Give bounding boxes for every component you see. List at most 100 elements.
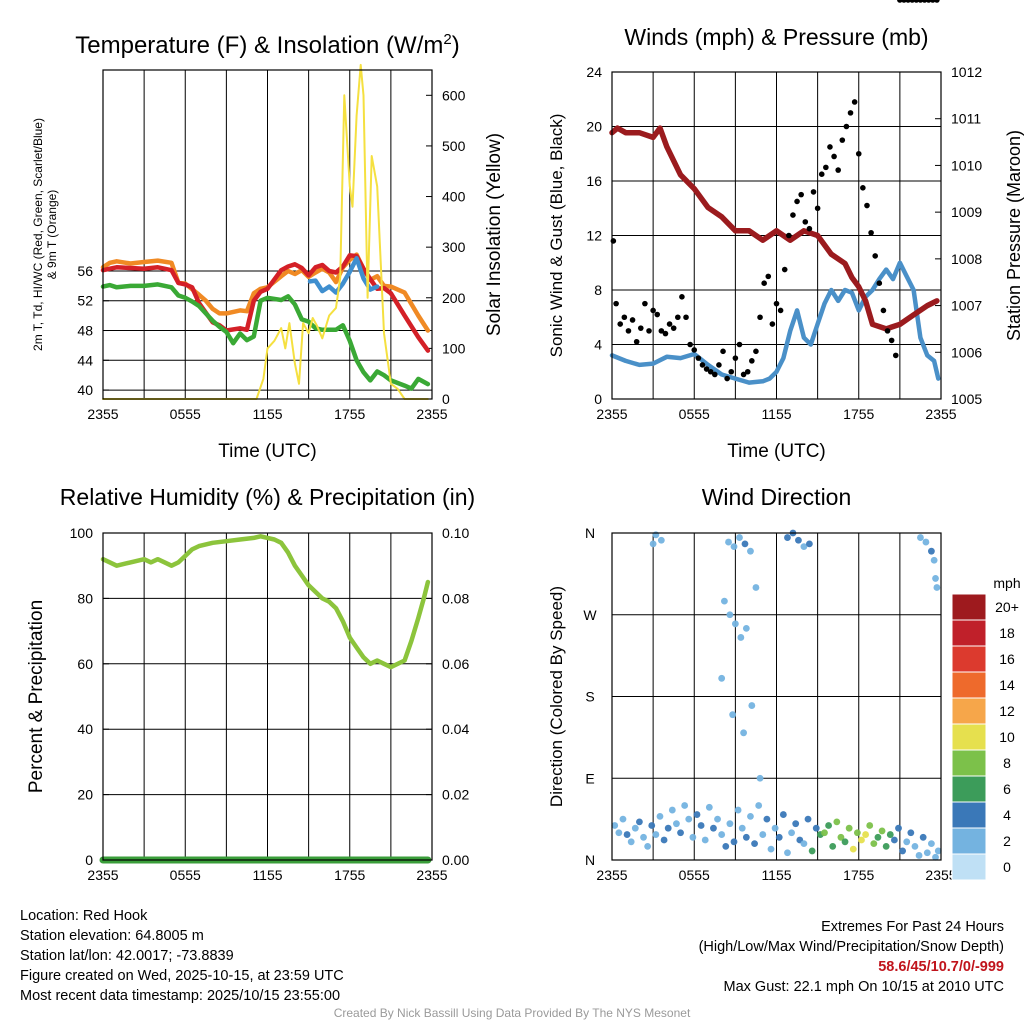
y-axis-label: Sonic Wind & Gust (Blue, Black) <box>547 114 566 358</box>
gust-point <box>884 328 891 334</box>
gust-point <box>888 337 895 344</box>
direction-point <box>685 815 693 823</box>
gust-point <box>831 153 837 160</box>
direction-point <box>775 833 783 841</box>
direction-point <box>858 836 865 844</box>
colorbar-label: 12 <box>999 703 1015 719</box>
gust-point <box>843 123 850 130</box>
direction-point <box>677 829 684 837</box>
y-tick-label: 100 <box>70 525 94 541</box>
gust-point <box>777 307 784 314</box>
gust-point <box>621 314 628 321</box>
y-axis-label: 2m T, Td, HI/WC (Red, Green, Scarlet/Blu… <box>31 118 45 351</box>
y2-tick-label: 0 <box>442 391 450 407</box>
x-tick-label: 0555 <box>170 867 201 883</box>
humidity-precip-panel: Relative Humidity (%) & Precipitation (i… <box>26 484 475 883</box>
colorbar-swatch <box>951 723 987 751</box>
gust-point <box>670 325 677 331</box>
gust-point <box>629 317 636 323</box>
direction-point <box>795 536 802 544</box>
direction-point <box>631 824 639 832</box>
gust-point <box>703 366 710 372</box>
sonic-wind-line <box>609 260 941 385</box>
direction-point <box>747 547 754 555</box>
y-tick-label: 48 <box>77 323 93 339</box>
direction-point <box>664 824 672 832</box>
relative-humidity-line <box>100 534 431 670</box>
gust-point <box>790 212 796 218</box>
gust-point <box>864 202 870 209</box>
direction-point <box>657 536 665 544</box>
y-tick-label: 24 <box>586 64 602 80</box>
x-tick-label: 2355 <box>416 867 447 883</box>
direction-point <box>755 802 763 809</box>
direction-point <box>734 806 742 814</box>
colorbar-swatch <box>951 801 987 829</box>
colorbar-label: 6 <box>1003 781 1011 797</box>
direction-point <box>656 813 664 820</box>
direction-point <box>886 831 894 838</box>
direction-point <box>837 833 845 841</box>
direction-point <box>751 840 758 848</box>
y-axis-label-2: & 9m T (Orange) <box>45 190 59 280</box>
direction-point <box>932 575 939 582</box>
plot-frame <box>611 71 942 400</box>
gust-point <box>827 144 833 150</box>
direction-point <box>701 836 709 844</box>
y2-tick-label: 0.06 <box>442 656 469 672</box>
gust-point <box>909 0 916 3</box>
direction-point <box>759 831 767 838</box>
direction-point <box>923 849 931 857</box>
direction-point <box>722 842 730 850</box>
direction-point <box>627 838 635 846</box>
gust-point <box>855 150 862 157</box>
credit-line: Created By Nick Bassill Using Data Provi… <box>333 1006 691 1020</box>
y-tick-label: 20 <box>586 119 602 135</box>
x-tick-label: 1155 <box>761 406 791 422</box>
extremes-title: Extremes For Past 24 Hours <box>821 919 1004 935</box>
gust-point <box>872 253 878 259</box>
plot-frame <box>102 532 433 861</box>
gust-point <box>662 330 669 337</box>
direction-point <box>932 853 939 861</box>
direction-point <box>792 820 800 828</box>
direction-point <box>644 842 652 850</box>
direction-point <box>756 774 764 782</box>
gust-point <box>691 347 698 353</box>
2m-t-line <box>100 253 431 353</box>
gust-point <box>650 307 656 314</box>
x-tick-label: 2355 <box>87 406 118 422</box>
y-tick-label: N <box>585 525 595 541</box>
direction-point <box>874 833 882 841</box>
direction-point <box>800 840 808 848</box>
direction-point <box>730 543 738 551</box>
y-tick-label: S <box>585 689 594 705</box>
gust-point <box>753 348 759 355</box>
direction-point <box>649 540 657 548</box>
latlon-text: Station lat/lon: 42.0017; -73.8839 <box>20 948 234 964</box>
direction-point <box>705 803 713 811</box>
direction-point <box>917 534 924 541</box>
x-tick-label: 1155 <box>761 867 791 883</box>
gust-point <box>921 0 928 3</box>
gust-point <box>901 0 907 3</box>
direction-point <box>729 711 737 719</box>
colorbar-swatch <box>951 619 987 647</box>
gust-point <box>925 0 932 3</box>
colorbar-label: 16 <box>999 651 1015 667</box>
y-tick-label: 12 <box>586 228 602 244</box>
direction-point <box>763 815 771 823</box>
chart-title-close: ) <box>452 32 460 59</box>
colorbar-swatch <box>951 593 987 621</box>
gust-point <box>720 348 726 355</box>
elevation-text: Station elevation: 64.8005 m <box>20 928 204 944</box>
x-tick-label: 1755 <box>334 406 365 422</box>
gust-point <box>757 314 763 321</box>
y-tick-label: 44 <box>77 352 93 368</box>
gust-point <box>625 328 632 334</box>
gust-point <box>716 362 722 368</box>
direction-point <box>752 584 760 591</box>
gust-point <box>695 355 702 361</box>
direction-point <box>660 836 668 844</box>
